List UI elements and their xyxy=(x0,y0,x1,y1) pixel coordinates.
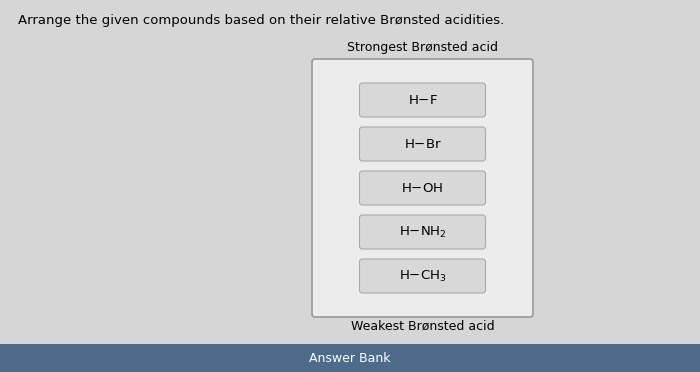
Text: Weakest Brønsted acid: Weakest Brønsted acid xyxy=(351,320,494,333)
FancyBboxPatch shape xyxy=(360,127,486,161)
Text: Answer Bank: Answer Bank xyxy=(309,352,391,365)
Text: H$-$CH$_3$: H$-$CH$_3$ xyxy=(399,269,447,283)
Text: Arrange the given compounds based on their relative Brønsted acidities.: Arrange the given compounds based on the… xyxy=(18,14,504,27)
Text: H$-$F: H$-$F xyxy=(407,93,438,106)
Text: H$-$Br: H$-$Br xyxy=(404,138,442,151)
FancyBboxPatch shape xyxy=(360,259,486,293)
FancyBboxPatch shape xyxy=(360,171,486,205)
Text: H$-$NH$_2$: H$-$NH$_2$ xyxy=(399,224,446,240)
Text: H$-$OH: H$-$OH xyxy=(401,182,444,195)
FancyBboxPatch shape xyxy=(360,83,486,117)
Text: Strongest Brønsted acid: Strongest Brønsted acid xyxy=(347,41,498,54)
FancyBboxPatch shape xyxy=(360,215,486,249)
FancyBboxPatch shape xyxy=(312,59,533,317)
Bar xyxy=(0,344,700,372)
